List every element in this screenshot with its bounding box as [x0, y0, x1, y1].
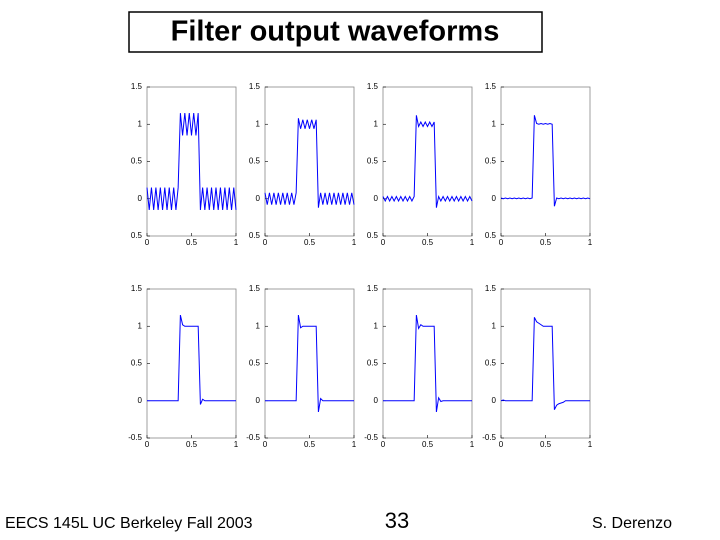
x-tick-label: 0	[145, 238, 150, 247]
y-tick-label: 1	[492, 119, 497, 128]
y-tick-label: -0.5	[246, 433, 260, 442]
x-tick-label: 0.5	[186, 238, 198, 247]
x-tick-label: 0.5	[304, 440, 316, 449]
x-tick-label: 0	[499, 238, 504, 247]
waveform	[264, 118, 355, 208]
plot-frame	[382, 86, 473, 237]
x-tick-label: 0	[263, 440, 268, 449]
x-tick-label: 0	[381, 238, 386, 247]
x-tick-label: 0	[499, 440, 504, 449]
plot-frame	[264, 86, 355, 237]
y-tick-label: 1	[138, 119, 143, 128]
y-tick-label: 0.5	[367, 359, 379, 368]
footer-left: EECS 145L UC Berkeley Fall 2003	[5, 515, 253, 532]
title-box	[128, 11, 543, 53]
x-tick-label: 0	[263, 238, 268, 247]
y-tick-label: 1.5	[367, 82, 379, 91]
y-tick-label: 0	[374, 396, 379, 405]
x-tick-label: 1	[352, 440, 357, 449]
x-tick-label: 0	[381, 440, 386, 449]
y-tick-label: 0.5	[367, 157, 379, 166]
y-tick-label: 0.5	[131, 359, 143, 368]
plot-frame	[146, 86, 237, 237]
plot-frame	[382, 288, 473, 439]
x-tick-label: 0.5	[540, 440, 552, 449]
waveform	[382, 115, 473, 208]
x-tick-label: 0.5	[422, 238, 434, 247]
x-tick-label: 0.5	[540, 238, 552, 247]
y-tick-label: -0.5	[128, 433, 142, 442]
y-tick-label: 1.5	[485, 82, 497, 91]
waveform	[147, 314, 236, 405]
x-tick-label: 1	[470, 238, 475, 247]
y-tick-label: 0.5	[249, 157, 261, 166]
y-tick-label: 0	[256, 396, 261, 405]
waveform	[500, 115, 591, 207]
y-tick-label: 0.5	[485, 231, 497, 240]
plot-frame	[500, 288, 591, 439]
y-tick-label: 0.5	[249, 231, 261, 240]
x-tick-label: 0.5	[422, 440, 434, 449]
y-tick-label: 0.5	[249, 359, 261, 368]
page-number: 33	[385, 508, 409, 533]
y-tick-label: 0.5	[367, 231, 379, 240]
y-tick-label: 0	[374, 194, 379, 203]
y-tick-label: 1.5	[367, 284, 379, 293]
y-tick-label: 1.5	[485, 284, 497, 293]
y-tick-label: -0.5	[364, 433, 378, 442]
y-tick-label: 1	[138, 321, 143, 330]
y-tick-label: 1	[374, 321, 379, 330]
y-tick-label: 1.5	[131, 284, 143, 293]
y-tick-label: 0	[492, 194, 497, 203]
y-tick-label: 1.5	[131, 82, 143, 91]
x-tick-label: 1	[588, 440, 593, 449]
y-tick-label: 1.5	[249, 284, 261, 293]
y-tick-label: -0.5	[482, 433, 496, 442]
y-tick-label: 1	[492, 321, 497, 330]
y-tick-label: 0.5	[131, 231, 143, 240]
y-tick-label: 0	[138, 194, 143, 203]
y-tick-label: 1.5	[249, 82, 261, 91]
y-tick-label: 1	[374, 119, 379, 128]
waveform	[383, 314, 472, 413]
y-tick-label: 0	[492, 396, 497, 405]
footer-right: S. Derenzo	[592, 515, 672, 532]
x-tick-label: 1	[234, 238, 239, 247]
x-tick-label: 0	[145, 440, 150, 449]
waveform	[265, 314, 354, 413]
y-tick-label: 0.5	[131, 157, 143, 166]
x-tick-label: 1	[588, 238, 593, 247]
x-tick-label: 1	[234, 440, 239, 449]
y-tick-label: 0.5	[485, 359, 497, 368]
waveform	[146, 113, 237, 210]
plot-frame	[500, 86, 591, 237]
plot-frame	[264, 288, 355, 439]
x-tick-label: 0.5	[304, 238, 316, 247]
y-tick-label: 0	[138, 396, 143, 405]
x-tick-label: 1	[352, 238, 357, 247]
slide-title: Filter output waveforms	[171, 16, 500, 48]
y-tick-label: 0	[256, 194, 261, 203]
y-tick-label: 1	[256, 321, 261, 330]
x-tick-label: 0.5	[186, 440, 198, 449]
y-tick-label: 0.5	[485, 157, 497, 166]
y-tick-label: 1	[256, 119, 261, 128]
waveform	[500, 317, 590, 410]
plot-frame	[146, 288, 237, 439]
x-tick-label: 1	[470, 440, 475, 449]
